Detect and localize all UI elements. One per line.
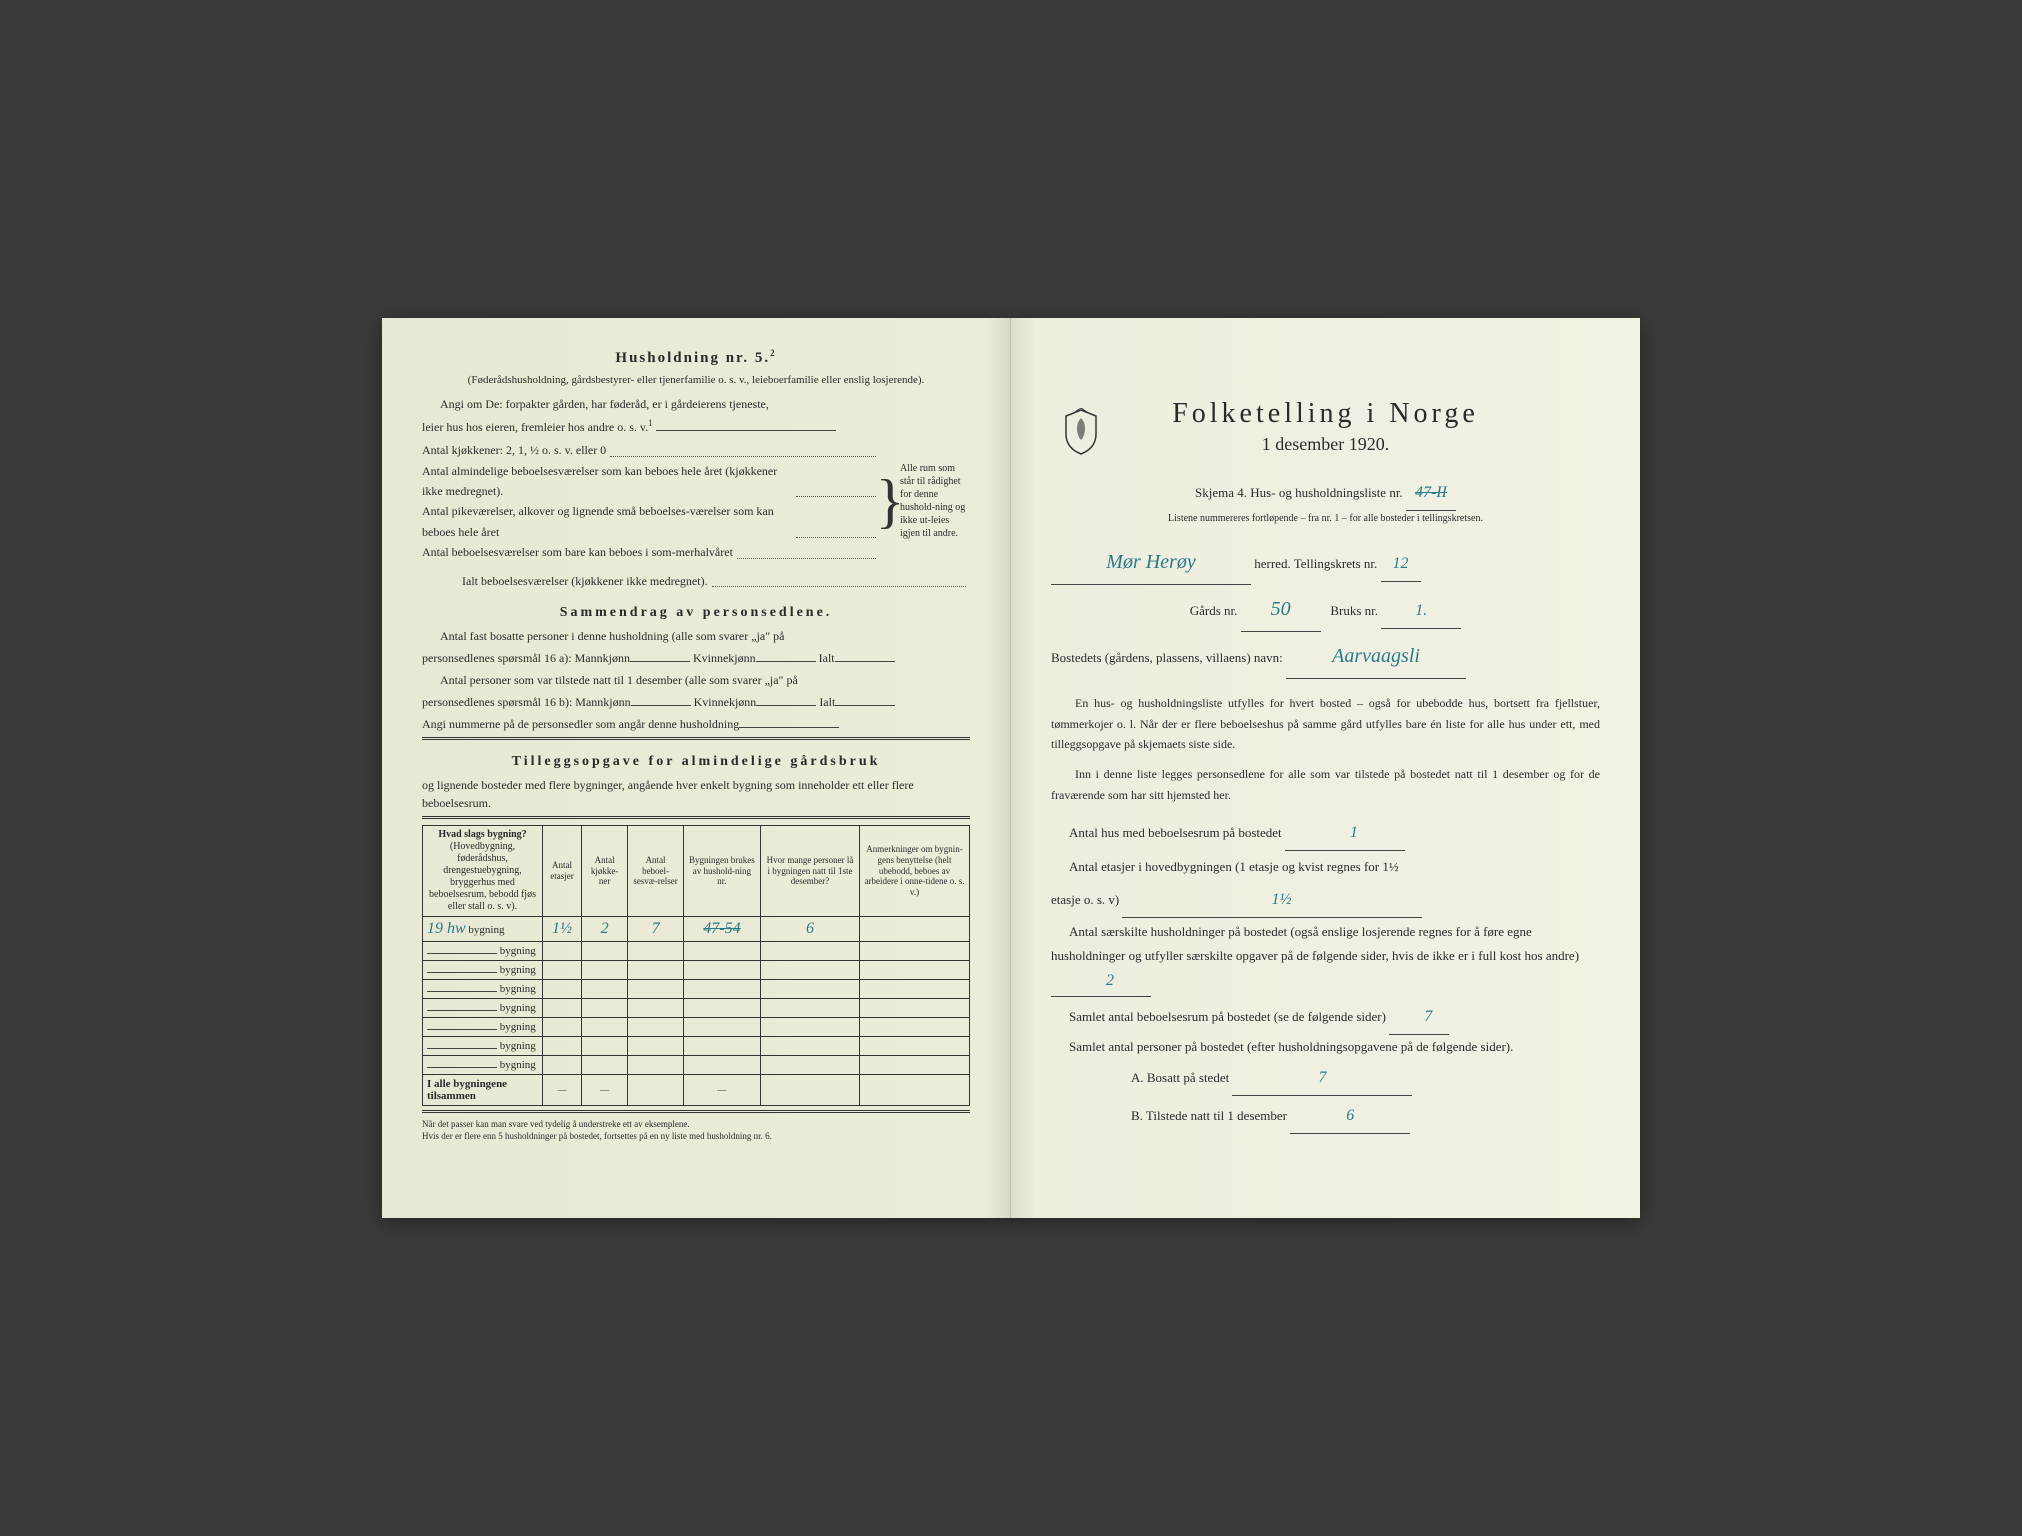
coat-of-arms-icon: [1061, 408, 1101, 456]
tillegg-sub: og lignende bosteder med flere bygninger…: [422, 776, 970, 812]
table-total-row: I alle bygningene tilsammen ———: [423, 1075, 970, 1106]
sammendrag-title: Sammendrag av personsedlene.: [422, 605, 970, 621]
table-row: bygning: [423, 1037, 970, 1056]
subtitle-date: 1 desember 1920.: [1051, 434, 1600, 455]
q4: Samlet antal beboelsesrum på bostedet (s…: [1051, 999, 1600, 1035]
col-personer: Hvor mange personer lå i bygningen natt …: [761, 826, 860, 917]
sam-2b: personsedlenes spørsmål 16 b): Mannkjønn…: [422, 693, 970, 711]
kitchen-count-line: Antal kjøkkener: 2, 1, ½ o. s. v. eller …: [422, 440, 606, 460]
table-row: bygning: [423, 942, 970, 961]
table-row: bygning: [423, 961, 970, 980]
col-beboel: Antal beboel-sesvæ-relser: [628, 826, 683, 917]
room-line-2: Antal pikeværelser, alkover og lignende …: [422, 501, 792, 542]
table-row: bygning: [423, 980, 970, 999]
herred-line: Mør Herøy herred. Tellingskrets nr. 12: [1051, 540, 1600, 585]
bracket-note: Alle rum som står til rådighet for denne…: [900, 440, 970, 562]
tillegg-title: Tilleggsopgave for almindelige gårdsbruk: [422, 754, 970, 770]
building-table: Hvad slags bygning?(Hovedbygning, føderå…: [422, 825, 970, 1106]
para-1: En hus- og husholdningsliste utfylles fo…: [1051, 693, 1600, 754]
sam-1b: personsedlenes spørsmål 16 a): Mannkjønn…: [422, 649, 970, 667]
col-etasjer: Antal etasjer: [543, 826, 582, 917]
col-brukes: Bygningen brukes av hushold-ning nr.: [683, 826, 760, 917]
angi-nummer: Angi nummerne på de personsedler som ang…: [422, 715, 970, 733]
angi-line-1: Angi om De: forpakter gården, har føderå…: [422, 395, 970, 413]
col-kjokken: Antal kjøkke-ner: [581, 826, 627, 917]
para-2: Inn i denne liste legges personsedlene f…: [1051, 764, 1600, 805]
q5a: A. Bosatt på stedet 7: [1051, 1060, 1600, 1096]
household-5-subtitle: (Føderådshusholdning, gårdsbestyrer- ell…: [422, 373, 970, 387]
census-form-spread: Husholdning nr. 5.2 (Føderådshusholdning…: [382, 318, 1640, 1218]
listene-note: Listene nummereres fortløpende – fra nr.…: [1051, 513, 1600, 524]
q1: Antal hus med beboelsesrum på bostedet 1: [1051, 815, 1600, 851]
room-line-3: Antal beboelsesværelser som bare kan beb…: [422, 542, 733, 562]
main-title: Folketelling i Norge: [1051, 398, 1600, 430]
table-row: bygning: [423, 999, 970, 1018]
right-page: Folketelling i Norge 1 desember 1920. Sk…: [1011, 318, 1640, 1218]
gards-line: Gårds nr. 50 Bruks nr. 1.: [1051, 587, 1600, 632]
footnote: Når det passer kan man svare ved tydelig…: [422, 1119, 970, 1142]
sam-1a: Antal fast bosatte personer i denne hush…: [422, 627, 970, 645]
table-row: bygning: [423, 1018, 970, 1037]
q5: Samlet antal personer på bostedet (efter…: [1051, 1037, 1600, 1058]
rooms-bracket-section: Antal kjøkkener: 2, 1, ½ o. s. v. eller …: [422, 440, 970, 562]
left-page: Husholdning nr. 5.2 (Føderådshusholdning…: [382, 318, 1011, 1218]
q2: Antal etasjer i hovedbygningen (1 etasje…: [1051, 853, 1600, 918]
col-bygning: Hvad slags bygning?: [438, 829, 526, 840]
sam-2a: Antal personer som var tilstede natt til…: [422, 671, 970, 689]
curly-brace-icon: }: [880, 440, 900, 562]
table-row: bygning: [423, 1056, 970, 1075]
bosted-line: Bostedets (gårdens, plassens, villaens) …: [1051, 634, 1600, 679]
table-row: 19 hw bygning 1½ 2 7 47-54 6: [423, 917, 970, 942]
q5b: B. Tilstede natt til 1 desember 6: [1051, 1098, 1600, 1134]
angi-line-2: leier hus hos eieren, fremleier hos andr…: [422, 417, 970, 436]
household-5-title: Husholdning nr. 5.2: [422, 348, 970, 367]
col-anmerk: Anmerkninger om bygnin-gens benyttelse (…: [860, 826, 970, 917]
room-line-1: Antal almindelige beboelsesværelser som …: [422, 461, 792, 502]
ialt-rooms-line: Ialt beboelsesværelser (kjøkkener ikke m…: [462, 571, 708, 591]
skjema-line: Skjema 4. Hus- og husholdningsliste nr. …: [1051, 475, 1600, 511]
q3: Antal særskilte husholdninger på bostede…: [1051, 920, 1600, 997]
